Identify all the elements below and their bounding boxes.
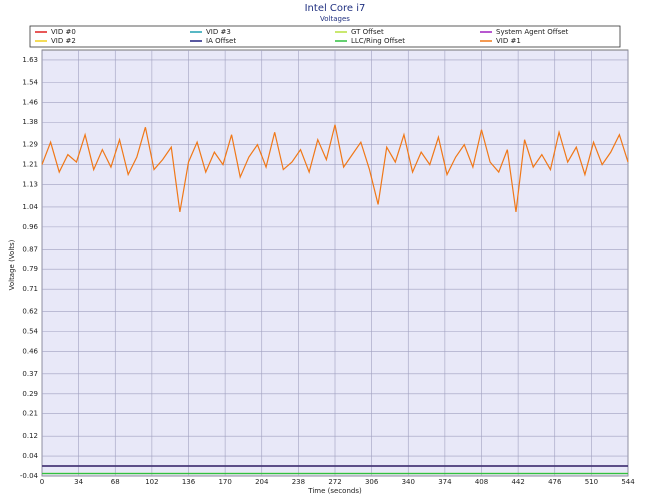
x-tick-label: 170	[218, 478, 231, 486]
y-axis-label: Voltage (Volts)	[8, 239, 16, 290]
chart-title: Intel Core i7	[305, 3, 366, 14]
x-tick-label: 238	[292, 478, 305, 486]
y-tick-label: 0.12	[22, 432, 38, 440]
y-tick-label: 0.87	[22, 245, 38, 253]
legend-label: VID #3	[206, 28, 231, 36]
y-tick-label: 1.29	[22, 141, 38, 149]
chart-subtitle: Voltages	[320, 15, 350, 23]
y-tick-label: 0.62	[22, 308, 38, 316]
x-axis-label: Time (seconds)	[307, 487, 362, 495]
x-tick-label: 544	[621, 478, 635, 486]
legend-box	[29, 25, 621, 48]
legend-label: VID #0	[51, 28, 76, 36]
x-tick-label: 510	[585, 478, 598, 486]
y-tick-label: 0.37	[22, 370, 38, 378]
y-tick-label: 0.46	[22, 347, 38, 355]
y-tick-label: -0.04	[20, 472, 39, 480]
x-tick-label: 408	[475, 478, 488, 486]
x-tick-label: 272	[328, 478, 341, 486]
series-line	[41, 124, 629, 213]
y-tick-label: 1.63	[22, 56, 38, 64]
x-tick-label: 68	[111, 478, 120, 486]
y-tick-label: 1.46	[22, 98, 38, 106]
x-tick-label: 340	[402, 478, 415, 486]
y-tick-label: 0.96	[22, 223, 38, 231]
x-tick-label: 442	[511, 478, 524, 486]
x-tick-label: 34	[74, 478, 83, 486]
y-tick-label: 0.04	[22, 452, 38, 460]
legend-label: System Agent Offset	[496, 28, 569, 36]
y-tick-label: 1.04	[22, 203, 38, 211]
y-tick-label: 1.54	[22, 78, 38, 86]
legend-label: GT Offset	[351, 28, 384, 36]
y-tick-label: 0.71	[22, 285, 38, 293]
y-tick-label: 0.79	[22, 265, 38, 273]
y-tick-label: 1.21	[22, 161, 38, 169]
legend-label: VID #1	[496, 37, 521, 45]
x-tick-label: 136	[182, 478, 196, 486]
y-tick-label: 1.13	[22, 181, 38, 189]
legend-label: IA Offset	[206, 37, 236, 45]
x-tick-label: 204	[255, 478, 269, 486]
y-tick-label: 0.21	[22, 410, 38, 418]
y-tick-label: 0.54	[22, 328, 38, 336]
x-tick-label: 0	[40, 478, 44, 486]
legend-label: LLC/Ring Offset	[351, 37, 405, 45]
y-tick-label: 0.29	[22, 390, 38, 398]
x-tick-label: 306	[365, 478, 379, 486]
legend-label: VID #2	[51, 37, 76, 45]
x-tick-label: 102	[145, 478, 158, 486]
y-tick-label: 1.38	[22, 118, 38, 126]
x-tick-label: 374	[438, 478, 452, 486]
x-tick-label: 476	[548, 478, 562, 486]
